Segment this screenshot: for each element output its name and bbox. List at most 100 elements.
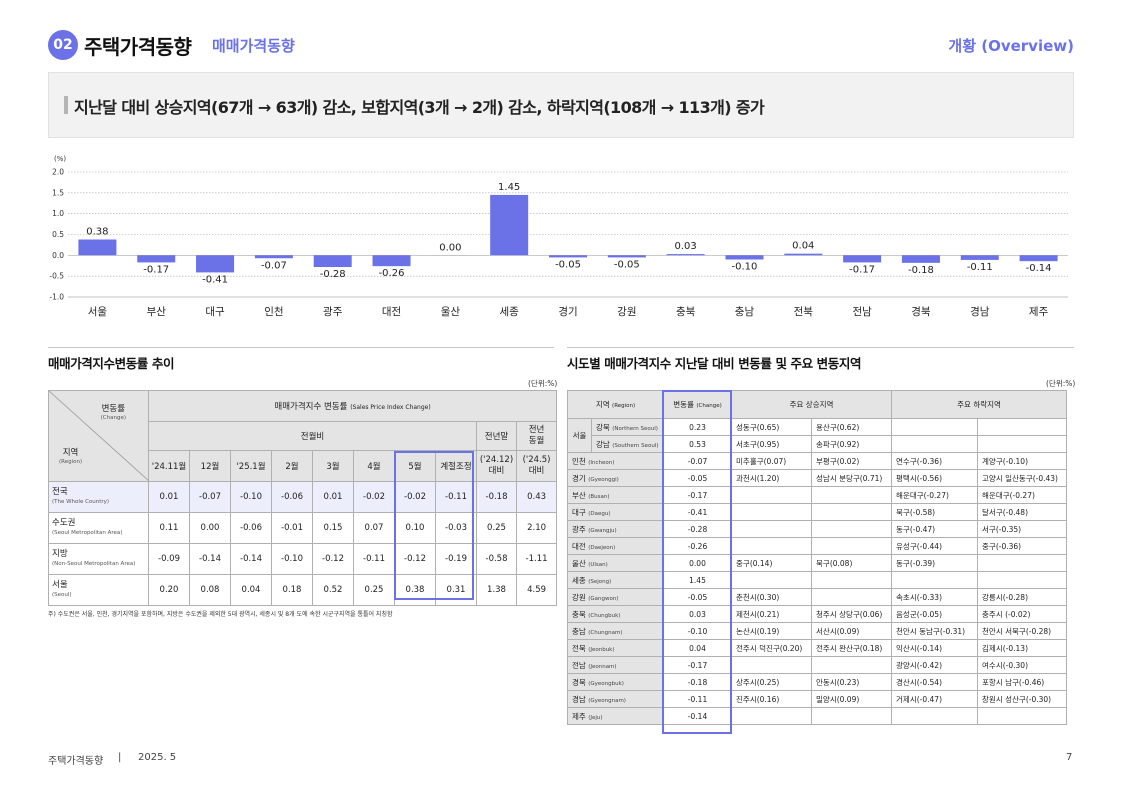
- up-region: 전주시 완산구(0.18): [811, 639, 893, 657]
- down-region: 광양시(-0.42): [891, 656, 979, 674]
- x-tick-label: 충북: [676, 306, 696, 318]
- y-tick-label: 0.0: [52, 251, 64, 260]
- headline-box: [48, 72, 1074, 138]
- down-region: 창원시 성산구(-0.30): [977, 690, 1068, 708]
- down-region: 속초시(-0.33): [891, 588, 979, 606]
- region-name-en: (Jeonbuk): [588, 646, 615, 653]
- month-header: 2월: [271, 450, 313, 482]
- section-number-badge: 02: [48, 30, 78, 60]
- data-label: -0.10: [732, 262, 758, 273]
- up-region: [811, 588, 893, 606]
- up-region: [811, 537, 893, 555]
- table-row: 경남 (Gyeongnam) -0.11 진주시(0.16) 밀양시(0.09) 거제시…: [566, 690, 1068, 708]
- region-name-en: (Gyeongbuk): [588, 680, 624, 687]
- table-row: 세종 (Sejong) 1.45: [566, 571, 1068, 589]
- x-tick-label: 인천: [264, 306, 283, 318]
- x-tick-label: 광주: [323, 306, 343, 318]
- up-region: 전주시 덕진구(0.20): [731, 639, 813, 657]
- down-region: 북구(-0.58): [891, 503, 979, 521]
- table-row: 수도권 (Seoul Metropolitan Area) 0.11 0.00 -0.0…: [48, 512, 558, 544]
- value-cell: 0.04: [230, 574, 272, 606]
- left-unit-label: (단위:%): [528, 379, 558, 388]
- y-tick-label: 1.0: [52, 209, 64, 218]
- down-region: [977, 435, 1068, 453]
- down-region: 연수구(-0.36): [891, 452, 979, 470]
- section-label: 개황 (Overview): [948, 37, 1074, 55]
- region-name-en: (Gyeonggi): [588, 476, 619, 483]
- region-name-cell: 전남 (Jeonnam): [566, 656, 665, 674]
- up-region: [731, 503, 813, 521]
- bar: [313, 255, 352, 267]
- value-cell: 0.15: [312, 512, 354, 544]
- bar: [901, 255, 940, 263]
- up-region: 성남시 분당구(0.71): [811, 469, 893, 487]
- down-region: 해운대구(-0.27): [977, 486, 1068, 504]
- month-header: 12월: [189, 450, 231, 482]
- region-name-cell: 수도권 (Seoul Metropolitan Area): [48, 512, 149, 544]
- value-cell: 0.25: [353, 574, 395, 606]
- x-tick-label: 대전: [382, 306, 401, 318]
- region-name-cell: 서울 (Seoul): [48, 574, 149, 606]
- value-cell: -0.02: [353, 481, 395, 513]
- bar: [372, 255, 411, 267]
- x-tick-label: 서울: [88, 306, 108, 318]
- page-subtitle: 매매가격동향: [212, 37, 295, 55]
- region-name: 부산: [572, 490, 586, 500]
- value-cell: 1.38: [476, 574, 517, 606]
- up-region: 상주시(0.25): [731, 673, 813, 691]
- value-cell: -1.11: [515, 543, 558, 575]
- value-cell: 4.59: [515, 574, 558, 606]
- group-header: 매매가격지수 변동률 (Sales Price Index Change): [147, 390, 558, 422]
- regional-change-bar-chart: (%) 2.0 1.5 1.0 0.5 0.0 -0.5 -1.0 0.38 서울 -0.17 부산 -…: [49, 155, 1068, 318]
- up-region: [731, 707, 813, 725]
- footer-separator: |: [118, 752, 122, 763]
- region-name-en: (Gyeongnam): [588, 697, 626, 704]
- down-region: 해운대구(-0.27): [891, 486, 979, 504]
- headline-accent-bar: [64, 96, 68, 114]
- up-region: 중구(0.14): [731, 554, 813, 572]
- up-region: 서산시(0.09): [811, 622, 893, 640]
- table-row: 경북 (Gyeongbuk) -0.18 상주시(0.25) 안동시(0.23) 경산시…: [566, 673, 1068, 691]
- bar: [549, 255, 587, 258]
- month-header: '25.1월: [230, 450, 272, 482]
- down-region: 강릉시(-0.28): [977, 588, 1068, 606]
- region-name: 제주: [572, 711, 586, 721]
- corner-bottom-label: 지역: [62, 448, 79, 458]
- region-name: 전남: [572, 660, 586, 670]
- up-region: [811, 486, 893, 504]
- value-cell: 0.43: [515, 481, 558, 513]
- left-section-divider: [48, 347, 554, 348]
- region-name-cell: 충남 (Chungnam): [566, 622, 665, 640]
- table-row: 강원 (Gangwon) -0.05 춘천시(0.30) 속초시(-0.33) 강릉시(…: [566, 588, 1068, 606]
- bar: [490, 194, 529, 256]
- up-region: [811, 503, 893, 521]
- up-region: [811, 520, 893, 538]
- x-tick-label: 세종: [500, 306, 520, 318]
- x-tick-label: 대구: [205, 306, 225, 318]
- up-region: 서초구(0.95): [731, 435, 813, 453]
- month-header: 계절조정: [435, 450, 477, 482]
- bar: [196, 255, 235, 273]
- region-name: 충남: [572, 626, 586, 636]
- page-number: 7: [1066, 752, 1073, 763]
- region-name-cell: 전북 (Jeonbuk): [566, 639, 665, 657]
- up-region: 북구(0.08): [811, 554, 893, 572]
- x-tick-label: 제주: [1029, 306, 1049, 318]
- region-name-cell: 강원 (Gangwon): [566, 588, 665, 606]
- region-name: 경남: [572, 694, 586, 704]
- same-month-subheader: ('24.5) 대비: [515, 450, 558, 482]
- region-name-en: (Non-Seoul Metropolitan Area): [52, 561, 136, 567]
- region-name: 인천: [572, 456, 586, 466]
- down-region: 평택시(-0.56): [891, 469, 979, 487]
- left-table-note: 주) 수도권은 서울, 인천, 경기지역을 포함하며, 지방은 수도권을 제외한…: [48, 611, 393, 618]
- region-name-en: (Seoul Metropolitan Area): [52, 530, 123, 536]
- region-name: 서울: [52, 580, 68, 590]
- region-name-cell: 지방 (Non-Seoul Metropolitan Area): [48, 543, 149, 575]
- table-row: 경기 (Gyeonggi) -0.05 과천시(1.20) 성남시 분당구(0.71)…: [566, 469, 1068, 487]
- up-region: [731, 520, 813, 538]
- up-region: 밀양시(0.09): [811, 690, 893, 708]
- up-region: 송파구(0.92): [811, 435, 893, 453]
- value-cell: 0.25: [476, 512, 517, 544]
- data-label: -0.07: [261, 260, 287, 271]
- bar: [666, 254, 705, 256]
